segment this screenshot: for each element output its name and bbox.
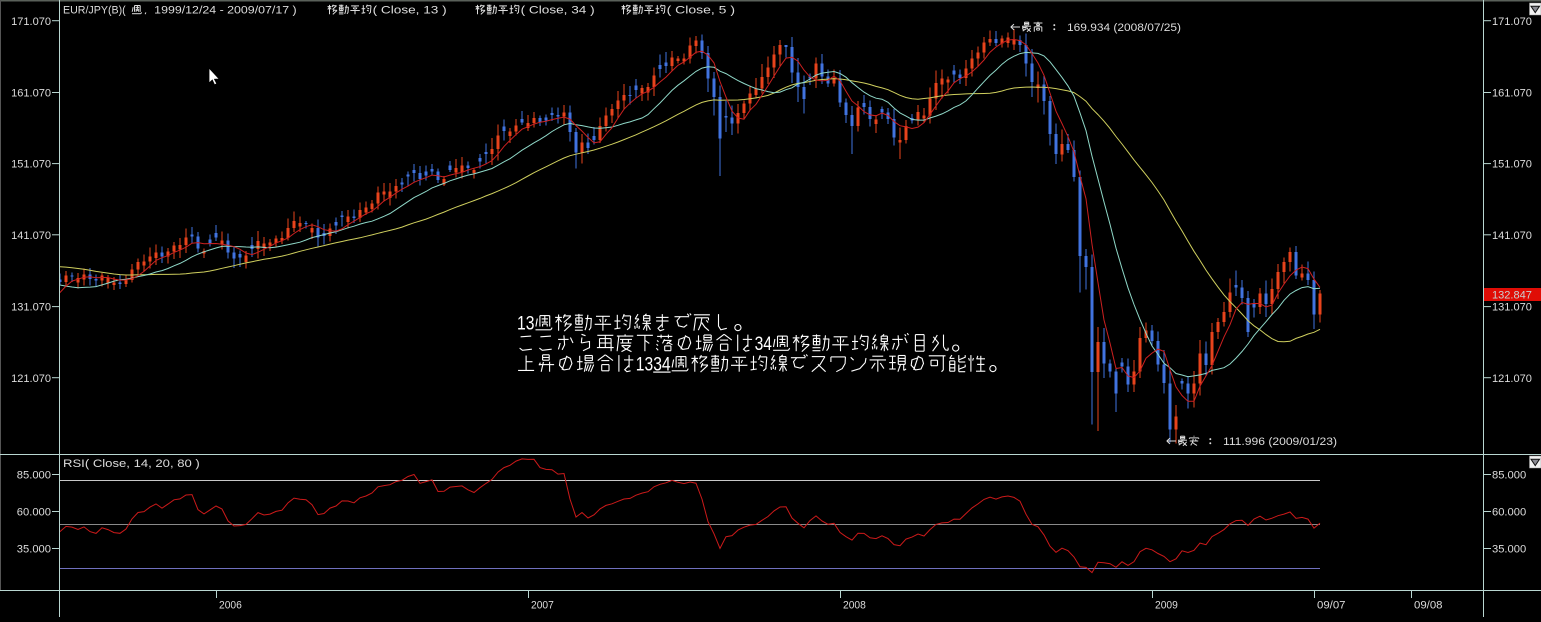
- svg-text:09/07: 09/07: [1317, 600, 1346, 612]
- svg-text:( Close, 13 ): ( Close, 13 ): [373, 5, 447, 17]
- svg-text:60.000: 60.000: [1492, 507, 1526, 519]
- svg-text:( Close, 34 ): ( Close, 34 ): [521, 5, 595, 17]
- svg-text:2008: 2008: [843, 600, 866, 612]
- svg-text:161.070: 161.070: [11, 88, 51, 100]
- svg-text:132.847: 132.847: [1492, 290, 1532, 302]
- svg-text:85.000: 85.000: [17, 470, 51, 482]
- svg-text:EUR/JPY(B)(: EUR/JPY(B)(: [63, 5, 126, 17]
- svg-text:60.000: 60.000: [17, 507, 51, 519]
- svg-text:121.070: 121.070: [1492, 373, 1532, 385]
- svg-text:2006: 2006: [219, 600, 242, 612]
- svg-text:151.070: 151.070: [1492, 159, 1532, 171]
- svg-text:169.934 (2008/07/25): 169.934 (2008/07/25): [1067, 22, 1181, 34]
- svg-text:111.996 (2009/01/23): 111.996 (2009/01/23): [1223, 436, 1337, 448]
- svg-text:34: 34: [755, 333, 773, 355]
- svg-text:1999/12/24 - 2009/07/17 ): 1999/12/24 - 2009/07/17 ): [154, 5, 297, 17]
- svg-text:35.000: 35.000: [17, 544, 51, 556]
- svg-text:171.070: 171.070: [1492, 16, 1532, 28]
- svg-text:35.000: 35.000: [1492, 544, 1526, 556]
- svg-text:( Close, 5 ): ( Close, 5 ): [667, 5, 736, 17]
- svg-text:121.070: 121.070: [11, 373, 51, 385]
- svg-text:2007: 2007: [531, 600, 554, 612]
- svg-text:151.070: 151.070: [11, 159, 51, 171]
- svg-text:131.070: 131.070: [1492, 302, 1532, 314]
- svg-text:09/08: 09/08: [1414, 600, 1443, 612]
- svg-text:131.070: 131.070: [11, 302, 51, 314]
- svg-text:171.070: 171.070: [11, 16, 51, 28]
- svg-text:RSI( Close, 14, 20, 80 ): RSI( Close, 14, 20, 80 ): [63, 458, 200, 470]
- svg-text:2009: 2009: [1155, 600, 1178, 612]
- svg-text:13: 13: [517, 313, 534, 335]
- svg-text:141.070: 141.070: [11, 230, 51, 242]
- svg-text:161.070: 161.070: [1492, 88, 1532, 100]
- svg-text:141.070: 141.070: [1492, 230, 1532, 242]
- svg-text:85.000: 85.000: [1492, 470, 1526, 482]
